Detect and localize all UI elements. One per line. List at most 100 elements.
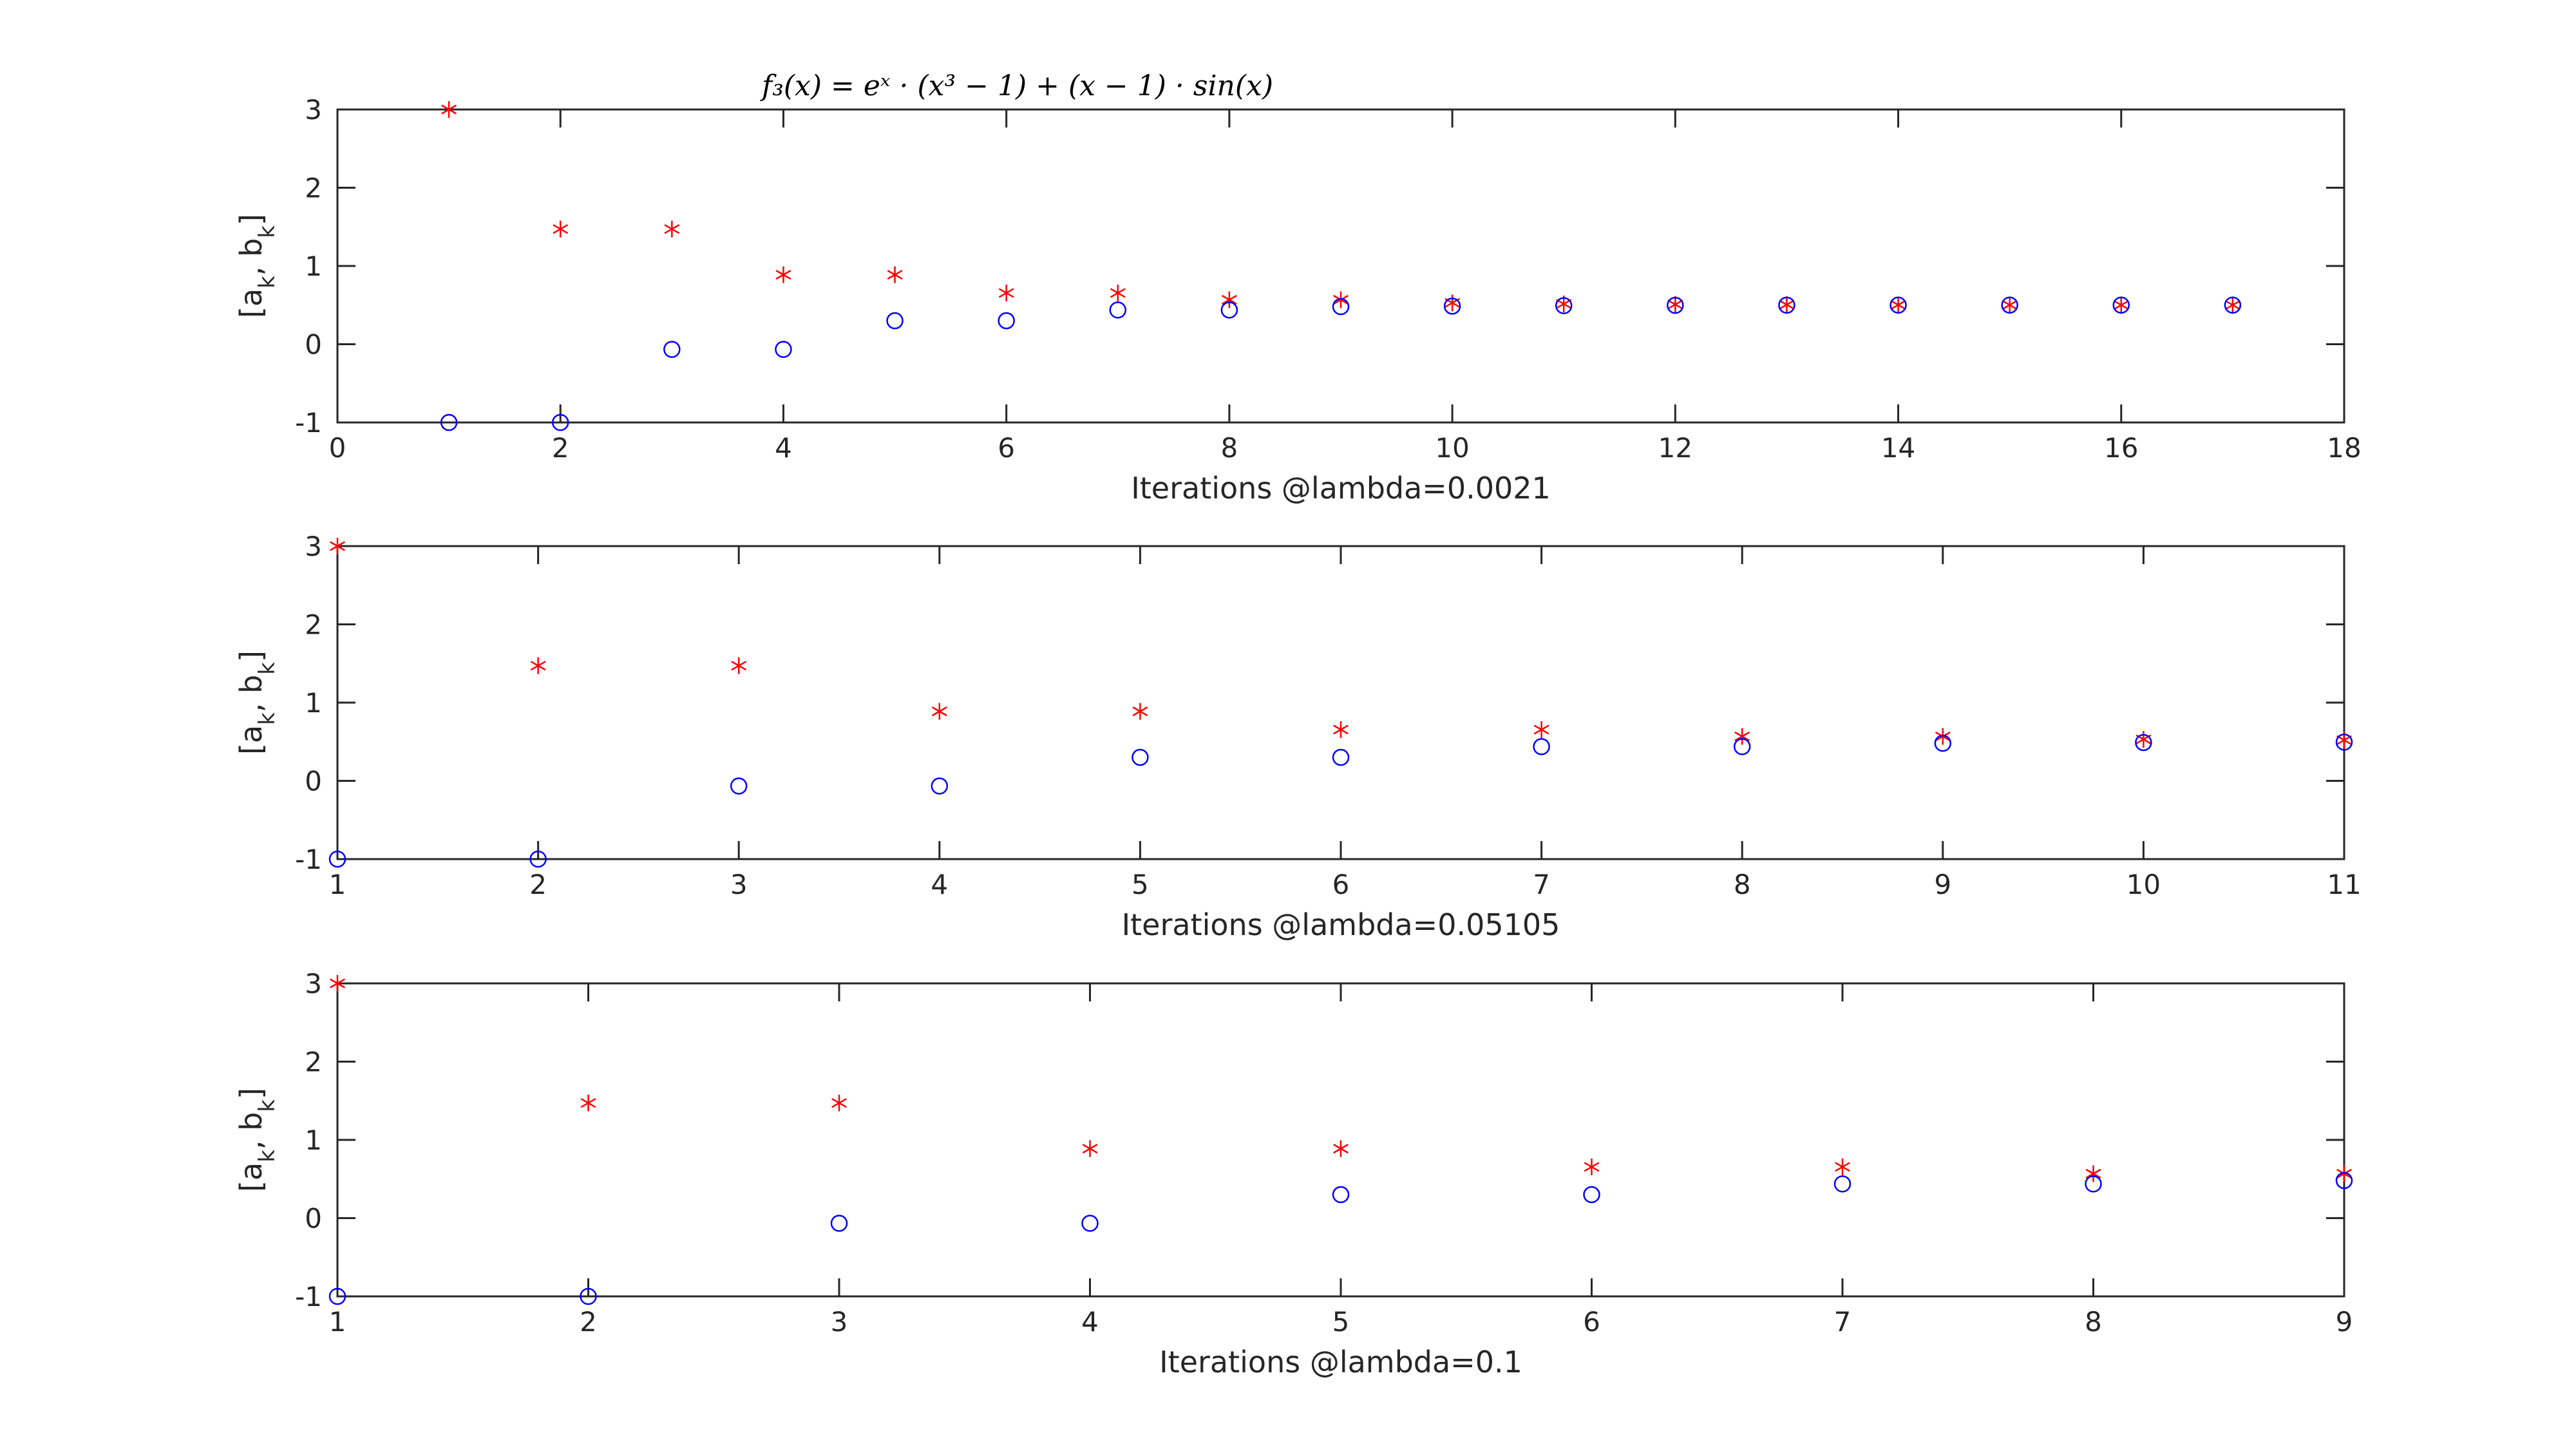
x-tick-label: 16 [2104,432,2138,464]
circle-marker [830,1215,848,1232]
asterisk-marker [2113,296,2129,314]
x-tick-label: 4 [1081,1306,1099,1338]
x-tick-label: 1 [329,869,346,900]
circle-marker [440,413,458,431]
asterisk-marker [330,538,345,554]
asterisk-marker [931,703,947,720]
y-tick-label: 2 [305,609,322,641]
plot-area [336,108,2345,424]
circle-marker [1109,301,1127,319]
asterisk-marker [2336,1165,2352,1182]
circle-marker [328,850,346,868]
x-tick-label: 9 [1934,869,1951,900]
circle-marker [580,1287,597,1305]
circle-marker [1667,296,1684,314]
circle-marker [1889,296,1907,314]
plot-area [336,982,2345,1298]
asterisk-marker [2085,1165,2101,1182]
x-tick-label: 10 [2126,869,2161,900]
x-tick-label: 4 [775,432,792,464]
circle-marker [1583,1186,1600,1204]
x-tick-label: 2 [529,869,547,900]
y-tick-label: 0 [305,766,322,797]
x-tick-label: 12 [1658,432,1692,464]
x-tick-label: 1 [329,1306,346,1338]
circle-marker [1778,296,1795,314]
plot-area [336,545,2345,860]
x-tick-label: 5 [1132,869,1149,900]
asterisk-marker [1110,284,1126,301]
x-tick-label: 10 [1435,432,1469,464]
subplot-3: 1 2 3 4 5 6 7 8 9 -1 0 1 2 3 Iterations @lambda=0.1 [ak… [234,968,2353,1379]
asterisk-marker [330,975,345,992]
circle-marker [2135,734,2152,752]
asterisk-marker [580,1094,596,1112]
asterisk-marker [1734,728,1750,745]
circle-marker [775,341,792,358]
x-tick-label: 11 [2327,869,2361,900]
asterisk-marker [1533,721,1549,738]
y-tick-label: -1 [295,1281,322,1312]
x-tick-label: 3 [831,1306,848,1338]
y-tick-label: 3 [305,968,322,999]
circle-marker [1132,748,1149,766]
x-tick-label: 0 [329,432,346,464]
asterisk-marker [1584,1158,1600,1175]
x-axis-label: Iterations @lambda=0.0021 [1131,471,1551,506]
circle-marker [931,777,949,795]
y-tick-label: 2 [305,1046,322,1078]
x-tick-label: 9 [2336,1306,2353,1338]
x-tick-label: 7 [1533,869,1550,900]
chart-title: f₃(x) = eˣ · (x³ − 1) + (x − 1) · sin(x) [760,70,1273,102]
circle-marker [2001,296,2018,314]
x-tick-label: 6 [1583,1306,1600,1338]
asterisk-marker [553,220,569,238]
asterisk-marker [1082,1140,1098,1157]
x-tick-label: 7 [1834,1306,1852,1338]
circle-marker [1934,734,1952,752]
circle-marker [1833,1175,1852,1193]
asterisk-marker [1333,721,1349,738]
asterisk-marker [1333,1140,1349,1157]
asterisk-marker [775,266,791,283]
circle-marker [886,312,904,330]
circle-marker [998,312,1015,330]
asterisk-marker [2002,296,2018,314]
x-tick-label: 2 [552,432,569,464]
circle-marker [2112,296,2130,314]
asterisk-marker [664,220,680,238]
x-tick-label: 8 [2085,1306,2102,1338]
asterisk-marker [731,657,747,674]
circle-marker [1533,738,1550,755]
asterisk-marker [998,284,1014,301]
circle-marker [663,341,681,358]
circle-marker [2335,734,2353,751]
asterisk-marker [1890,296,1906,314]
circle-marker [2335,1171,2353,1189]
x-tick-label: 3 [730,869,748,900]
x-tick-label: 4 [931,869,948,900]
circle-marker [2085,1175,2102,1193]
y-axis-label: [ak, bk] [234,650,280,755]
subplot-2: 1 2 3 4 5 6 7 8 9 10 11 -1 0 1 2 3 Iterations @lambda=0.… [234,531,2362,942]
y-axis-label: [ak, bk] [234,1088,280,1192]
circle-marker [328,1287,346,1305]
x-axis-label: Iterations @lambda=0.05105 [1122,907,1560,942]
y-tick-label: 3 [305,94,322,126]
y-tick-label: 3 [305,531,322,562]
asterisk-marker [1779,296,1795,314]
x-tick-label: 8 [1734,869,1751,900]
y-tick-label: 1 [305,1124,322,1156]
y-tick-label: 1 [305,687,322,719]
x-tick-label: 14 [1881,432,1915,464]
x-tick-label: 6 [998,432,1015,464]
circle-marker [1555,297,1573,314]
asterisk-marker [1333,291,1349,308]
x-tick-label: 18 [2327,432,2361,464]
y-tick-label: -1 [295,407,322,439]
x-tick-label: 6 [1332,869,1350,900]
circle-marker [1332,298,1350,316]
